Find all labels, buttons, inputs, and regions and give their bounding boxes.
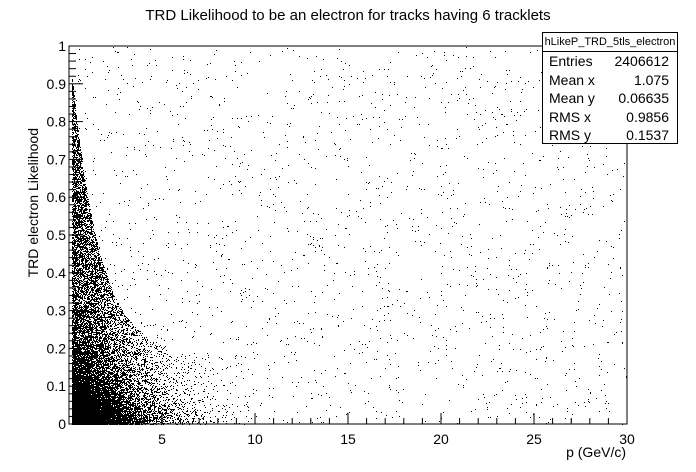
y-axis-label: TRD electron Likelihood [25, 128, 41, 278]
y-tick-label: 1 [58, 38, 66, 54]
axes: 5 10 15 20 25 30 0 0.1 0.2 0.3 0.4 0.5 0.6 0.7 0.8 0.9 1 [47, 38, 635, 447]
y-tick-label: 0.9 [47, 76, 67, 92]
stats-value: 1.075 [633, 71, 669, 88]
stats-label: Entries [549, 53, 593, 69]
x-tick-label: 15 [340, 431, 356, 447]
x-axis-label: p (GeV/c) [566, 444, 626, 460]
stats-label: Mean x [549, 71, 595, 88]
x-tick-label: 10 [247, 431, 263, 447]
stats-row-rms-y: RMS y 0.1537 [543, 126, 677, 145]
stats-value: 2406612 [614, 53, 669, 69]
stats-label: Mean y [549, 90, 595, 107]
stats-row-entries: Entries 2406612 [543, 52, 677, 71]
chart-title: TRD Likelihood to be an electron for tra… [145, 7, 551, 24]
x-tick-label: 30 [619, 431, 635, 447]
y-tick-label: 0.2 [47, 340, 67, 356]
y-tick-label: 0.3 [47, 303, 67, 319]
stats-value: 0.9856 [626, 108, 669, 125]
y-tick-label: 0.4 [47, 265, 67, 281]
stats-row-mean-x: Mean x 1.075 [543, 71, 677, 90]
stats-row-rms-x: RMS x 0.9856 [543, 108, 677, 127]
stats-label: RMS x [549, 108, 591, 125]
stats-value: 0.1537 [626, 127, 669, 144]
x-tick-label: 20 [433, 431, 449, 447]
y-tick-label: 0.1 [47, 378, 67, 394]
y-tick-label: 0.6 [47, 189, 67, 205]
stats-histogram-name: hLikeP_TRD_5tls_electron [543, 33, 677, 52]
y-tick-label: 0 [58, 416, 66, 432]
y-tick-label: 0.7 [47, 151, 67, 167]
stats-row-mean-y: Mean y 0.06635 [543, 89, 677, 108]
stats-value: 0.06635 [618, 90, 669, 107]
y-tick-label: 0.5 [47, 227, 67, 243]
x-tick-label: 25 [526, 431, 542, 447]
stats-label: RMS y [549, 127, 591, 144]
y-tick-label: 0.8 [47, 114, 67, 130]
stats-box: hLikeP_TRD_5tls_electron Entries 2406612… [542, 32, 678, 144]
x-tick-label: 5 [158, 431, 166, 447]
